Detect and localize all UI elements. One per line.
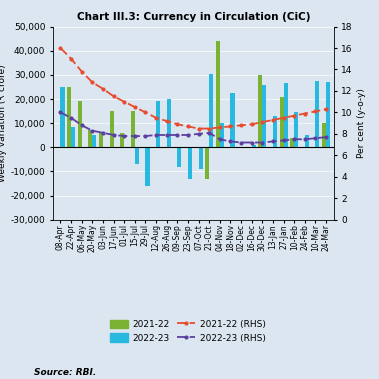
- Bar: [305, 135, 309, 147]
- Bar: [88, 130, 92, 147]
- Bar: [315, 81, 319, 147]
- Bar: [92, 135, 96, 147]
- Y-axis label: Weekly variation (₹ crore): Weekly variation (₹ crore): [0, 64, 6, 182]
- Title: Chart III.3: Currency in Circulation (CiC): Chart III.3: Currency in Circulation (Ci…: [77, 12, 310, 22]
- Bar: [205, 147, 209, 179]
- Bar: [146, 147, 150, 186]
- Bar: [252, 145, 256, 147]
- Bar: [177, 147, 182, 167]
- Bar: [294, 112, 298, 147]
- Bar: [110, 111, 114, 147]
- Bar: [230, 93, 235, 147]
- Bar: [120, 133, 124, 147]
- Bar: [99, 133, 103, 147]
- Bar: [290, 138, 294, 147]
- Bar: [280, 97, 283, 147]
- Text: Source: RBI.: Source: RBI.: [34, 368, 96, 377]
- Bar: [131, 111, 135, 147]
- Bar: [283, 83, 288, 147]
- Bar: [258, 75, 262, 147]
- Bar: [220, 123, 224, 147]
- Bar: [262, 85, 266, 147]
- Bar: [71, 127, 75, 147]
- Bar: [167, 99, 171, 147]
- Bar: [61, 87, 64, 147]
- Bar: [156, 102, 160, 147]
- Bar: [209, 74, 213, 147]
- Bar: [135, 147, 139, 164]
- Bar: [188, 147, 192, 179]
- Bar: [78, 102, 82, 147]
- Bar: [273, 116, 277, 147]
- Bar: [322, 123, 326, 147]
- Bar: [199, 147, 203, 169]
- Legend: 2021-22, 2022-23, 2021-22 (RHS), 2022-23 (RHS): 2021-22, 2022-23, 2021-22 (RHS), 2022-23…: [107, 317, 268, 345]
- Bar: [216, 41, 220, 147]
- Y-axis label: Per cent (y-o-y): Per cent (y-o-y): [357, 88, 366, 158]
- Bar: [67, 87, 71, 147]
- Bar: [326, 82, 330, 147]
